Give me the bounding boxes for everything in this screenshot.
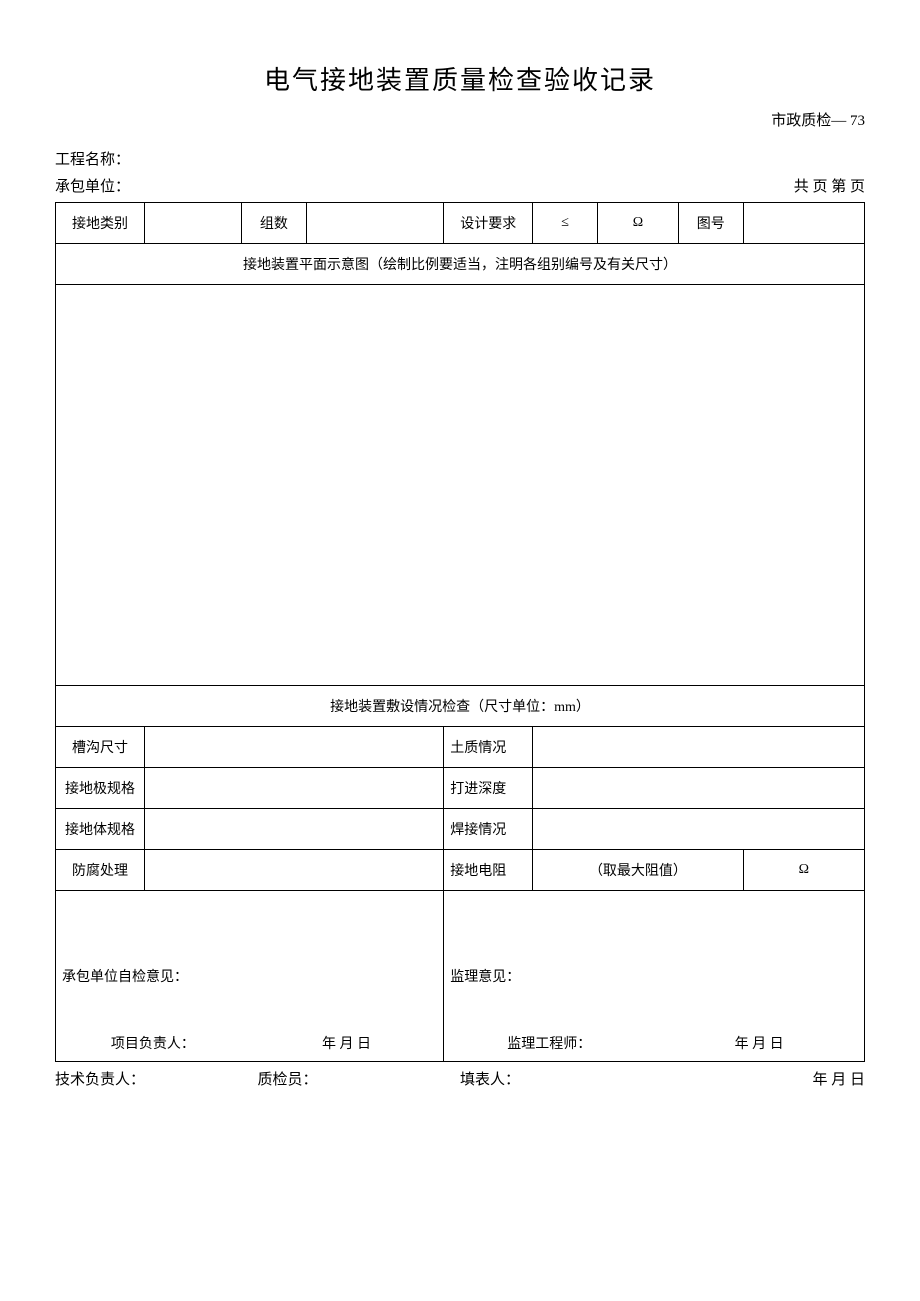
table-row: 接地类别 组数 设计要求 ≤ Ω 图号 <box>56 203 865 244</box>
cell-value <box>144 727 443 768</box>
page-title: 电气接地装置质量检查验收记录 <box>55 60 865 97</box>
cell-ground-type-value <box>144 203 241 244</box>
diagram-header: 接地装置平面示意图（绘制比例要适当，注明各组别编号及有关尺寸） <box>56 244 865 285</box>
table-row <box>56 285 865 686</box>
date-label: 年 月 日 <box>250 1033 444 1053</box>
cell-label: 槽沟尺寸 <box>56 727 145 768</box>
cell-label: 焊接情况 <box>444 809 533 850</box>
table-row: 接地装置敷设情况检查（尺寸单位：mm） <box>56 686 865 727</box>
cell-value <box>533 809 865 850</box>
cell-leq: ≤ <box>533 203 598 244</box>
cell-label: 接地极规格 <box>56 768 145 809</box>
self-check-opinion: 承包单位自检意见： 项目负责人： 年 月 日 <box>56 891 444 1062</box>
project-manager-label: 项目负责人： <box>56 1033 250 1053</box>
cell-label: 防腐处理 <box>56 850 145 891</box>
cell-drawing-no-label: 图号 <box>678 203 743 244</box>
project-label: 工程名称： <box>55 148 130 169</box>
cell-value <box>144 850 443 891</box>
doc-number: 市政质检— 73 <box>55 109 865 130</box>
table-row: 接地极规格 打进深度 <box>56 768 865 809</box>
main-table: 接地类别 组数 设计要求 ≤ Ω 图号 接地装置平面示意图（绘制比例要适当，注明… <box>55 202 865 1062</box>
footer-date: 年 月 日 <box>663 1068 866 1089</box>
cell-value <box>144 809 443 850</box>
date-label: 年 月 日 <box>654 1033 864 1053</box>
table-row: 槽沟尺寸 土质情况 <box>56 727 865 768</box>
cell-ohm: Ω <box>598 203 679 244</box>
footer-line: 技术负责人： 质检员： 填表人： 年 月 日 <box>55 1068 865 1089</box>
cell-value <box>144 768 443 809</box>
page-info: 共 页 第 页 <box>794 175 865 196</box>
cell-drawing-no-value <box>743 203 864 244</box>
cell-ground-type-label: 接地类别 <box>56 203 145 244</box>
table-row: 接地体规格 焊接情况 <box>56 809 865 850</box>
contractor-label: 承包单位： <box>55 175 130 196</box>
self-check-title: 承包单位自检意见： <box>62 966 437 986</box>
cell-label: 接地体规格 <box>56 809 145 850</box>
tech-lead-label: 技术负责人： <box>55 1068 258 1089</box>
cell-label: 接地电阻 <box>444 850 533 891</box>
table-row: 防腐处理 接地电阻 （取最大阻值） Ω <box>56 850 865 891</box>
diagram-area <box>56 285 865 686</box>
cell-groups-label: 组数 <box>242 203 307 244</box>
table-row: 接地装置平面示意图（绘制比例要适当，注明各组别编号及有关尺寸） <box>56 244 865 285</box>
cell-groups-value <box>306 203 444 244</box>
cell-ohm-unit: Ω <box>743 850 864 891</box>
filler-label: 填表人： <box>460 1068 663 1089</box>
supervisor-opinion: 监理意见： 监理工程师： 年 月 日 <box>444 891 865 1062</box>
qc-label: 质检员： <box>258 1068 461 1089</box>
contractor-line: 承包单位： 共 页 第 页 <box>55 175 865 196</box>
supervisor-title: 监理意见： <box>450 966 858 986</box>
project-name-line: 工程名称： <box>55 148 865 169</box>
supervisor-engineer-label: 监理工程师： <box>444 1033 654 1053</box>
cell-label: 土质情况 <box>444 727 533 768</box>
cell-design-req-label: 设计要求 <box>444 203 533 244</box>
cell-max-note: （取最大阻值） <box>533 850 743 891</box>
cell-value <box>533 768 865 809</box>
inspect-header: 接地装置敷设情况检查（尺寸单位：mm） <box>56 686 865 727</box>
cell-label: 打进深度 <box>444 768 533 809</box>
table-row: 承包单位自检意见： 项目负责人： 年 月 日 监理意见： 监理工程师： 年 月 … <box>56 891 865 1062</box>
cell-value <box>533 727 865 768</box>
